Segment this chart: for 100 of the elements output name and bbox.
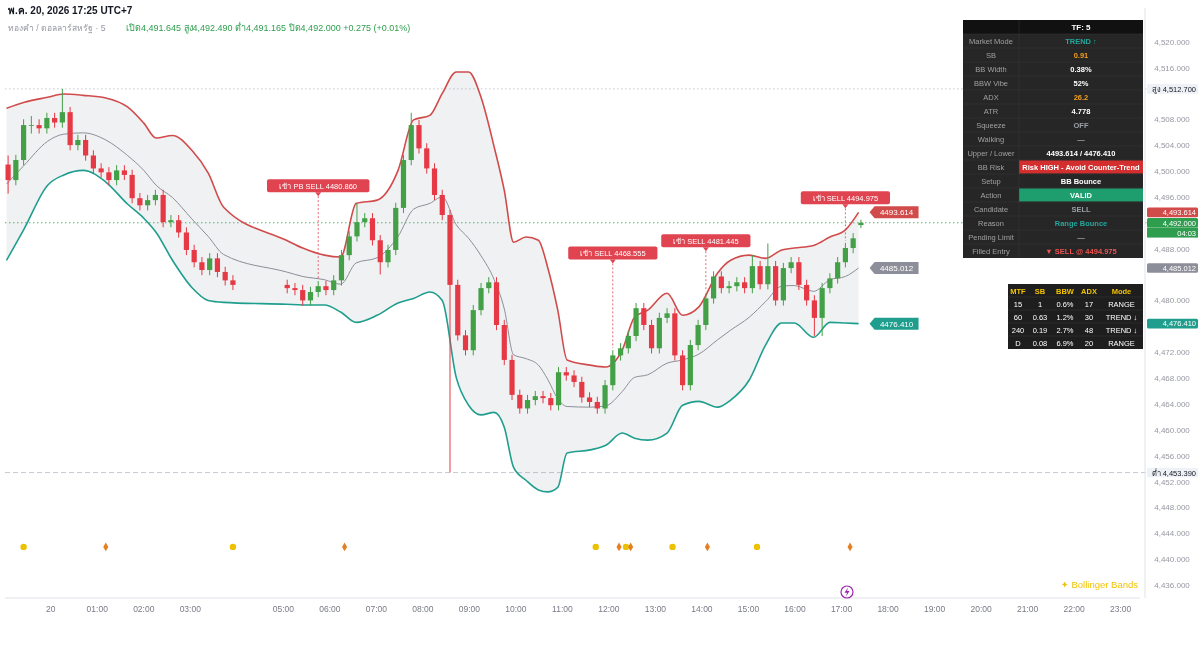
- y-tick-label: 4,464.000: [1154, 399, 1191, 409]
- candlestick: [648, 319, 655, 354]
- price-tag: 4493.614: [869, 206, 919, 219]
- candlestick: [90, 149, 96, 175]
- candlestick: [811, 294, 817, 337]
- candlestick: [416, 119, 422, 155]
- candlestick: [827, 272, 833, 294]
- candlestick: [757, 260, 763, 290]
- candlestick: [377, 234, 383, 276]
- y-tick-label: 4,508.000: [1154, 115, 1191, 125]
- y-tick-label: 4,468.000: [1154, 374, 1191, 384]
- x-tick-label: 20: [46, 604, 56, 614]
- candlestick: [176, 214, 182, 239]
- candlestick: [168, 214, 174, 228]
- candlestick: [191, 244, 197, 268]
- x-tick-label: 06:00: [319, 604, 341, 614]
- y-tick-label: 4,472.000: [1154, 348, 1191, 358]
- x-tick-label: 05:00: [272, 604, 295, 614]
- text: TF: 5: [1071, 23, 1092, 32]
- y-tick-label: 4,452.000: [1154, 477, 1191, 487]
- x-tick-label: 19:00: [923, 604, 946, 614]
- candlestick: [850, 232, 856, 254]
- y-tick-label: 4,436.000: [1154, 581, 1191, 591]
- candlestick: [540, 390, 546, 404]
- candlestick: [114, 164, 120, 186]
- candlestick: [804, 279, 810, 307]
- text: เปิด4,491.645 สูง4,492.490 ต่ำ4,491.165 ปิด4,492.000 +0.275 (+0.01%): [126, 21, 411, 34]
- candlestick: [199, 256, 205, 276]
- candlestick: [230, 274, 236, 291]
- candlestick: [385, 244, 391, 268]
- annotation: 4493.614: [879, 208, 914, 218]
- candlestick: [835, 256, 841, 285]
- x-tick-label: 03:00: [179, 604, 202, 614]
- x-tick-label: 18:00: [877, 604, 899, 614]
- candlestick: [5, 155, 11, 195]
- candlestick: [354, 202, 360, 243]
- x-tick-label: 12:00: [598, 604, 620, 614]
- candlestick: [517, 389, 523, 415]
- annotation: 4476.410: [879, 319, 914, 329]
- candlestick: [796, 256, 802, 291]
- candlestick: [718, 270, 724, 294]
- candlestick: [44, 112, 50, 134]
- y-tick-label: 4,448.000: [1154, 503, 1191, 513]
- candlestick: [749, 254, 755, 294]
- candlestick: [222, 266, 228, 287]
- x-tick-label: 16:00: [784, 604, 806, 614]
- candlestick: [602, 379, 608, 415]
- y-tick-label: 4,516.000: [1154, 63, 1191, 73]
- candlestick: [323, 280, 329, 296]
- candlestick: [28, 115, 34, 134]
- x-tick-label: 21:00: [1016, 604, 1039, 614]
- candlestick: [83, 134, 89, 162]
- x-tick-label: 14:00: [691, 604, 713, 614]
- annotation: 4485.012: [879, 263, 914, 273]
- candlestick: [858, 219, 864, 229]
- candlestick: [75, 134, 81, 151]
- annotation: ✦ Bollinger Bands: [1060, 579, 1139, 590]
- candlestick: [106, 166, 112, 186]
- candlestick: [664, 307, 670, 324]
- x-tick-label: 17:00: [830, 604, 853, 614]
- x-tick-label: 23:00: [1109, 604, 1132, 614]
- candlestick: [183, 226, 190, 256]
- candlestick: [788, 256, 794, 274]
- y-tick-label: 4,444.000: [1154, 529, 1191, 539]
- candlestick: [695, 319, 701, 351]
- x-tick-label: 13:00: [644, 604, 667, 614]
- x-tick-label: 11:00: [552, 604, 574, 614]
- candlestick: [579, 376, 585, 404]
- candlestick: [369, 212, 376, 246]
- candlestick: [439, 189, 445, 221]
- candlestick: [462, 329, 469, 356]
- y-tick-label: 4,460.000: [1154, 425, 1191, 435]
- x-tick-label: 09:00: [458, 604, 481, 614]
- x-tick-label: 20:00: [970, 604, 992, 614]
- candlestick: [129, 169, 135, 204]
- candlestick: [331, 274, 337, 296]
- candlestick: [524, 394, 531, 415]
- candlestick: [424, 142, 430, 175]
- candlestick: [346, 230, 352, 261]
- candlestick: [59, 88, 65, 129]
- x-tick-label: 07:00: [365, 604, 388, 614]
- x-tick-label: 01:00: [86, 604, 109, 614]
- candlestick: [641, 302, 647, 331]
- y-tick-label: 4,480.000: [1154, 296, 1191, 306]
- candlestick: [734, 276, 740, 292]
- candlestick: [478, 282, 484, 316]
- x-tick-label: 08:00: [412, 604, 434, 614]
- y-tick-label: 4,496.000: [1154, 192, 1191, 202]
- candlestick: [726, 280, 732, 294]
- text: ทองคำ / ดอลลาร์สหรัฐ · 5: [8, 23, 106, 34]
- y-tick-label: 4,520.000: [1154, 37, 1191, 47]
- candlestick: [292, 282, 298, 296]
- candlestick: [765, 242, 771, 290]
- candlestick: [307, 286, 314, 307]
- candlestick: [300, 284, 306, 307]
- candlestick: [625, 330, 631, 354]
- x-tick-label: 10:00: [505, 604, 527, 614]
- candlestick: [98, 162, 104, 178]
- y-tick-label: 4,504.000: [1154, 141, 1191, 151]
- annotation: พ.ค. 20, 2026 17:25 UTC+7: [8, 5, 133, 16]
